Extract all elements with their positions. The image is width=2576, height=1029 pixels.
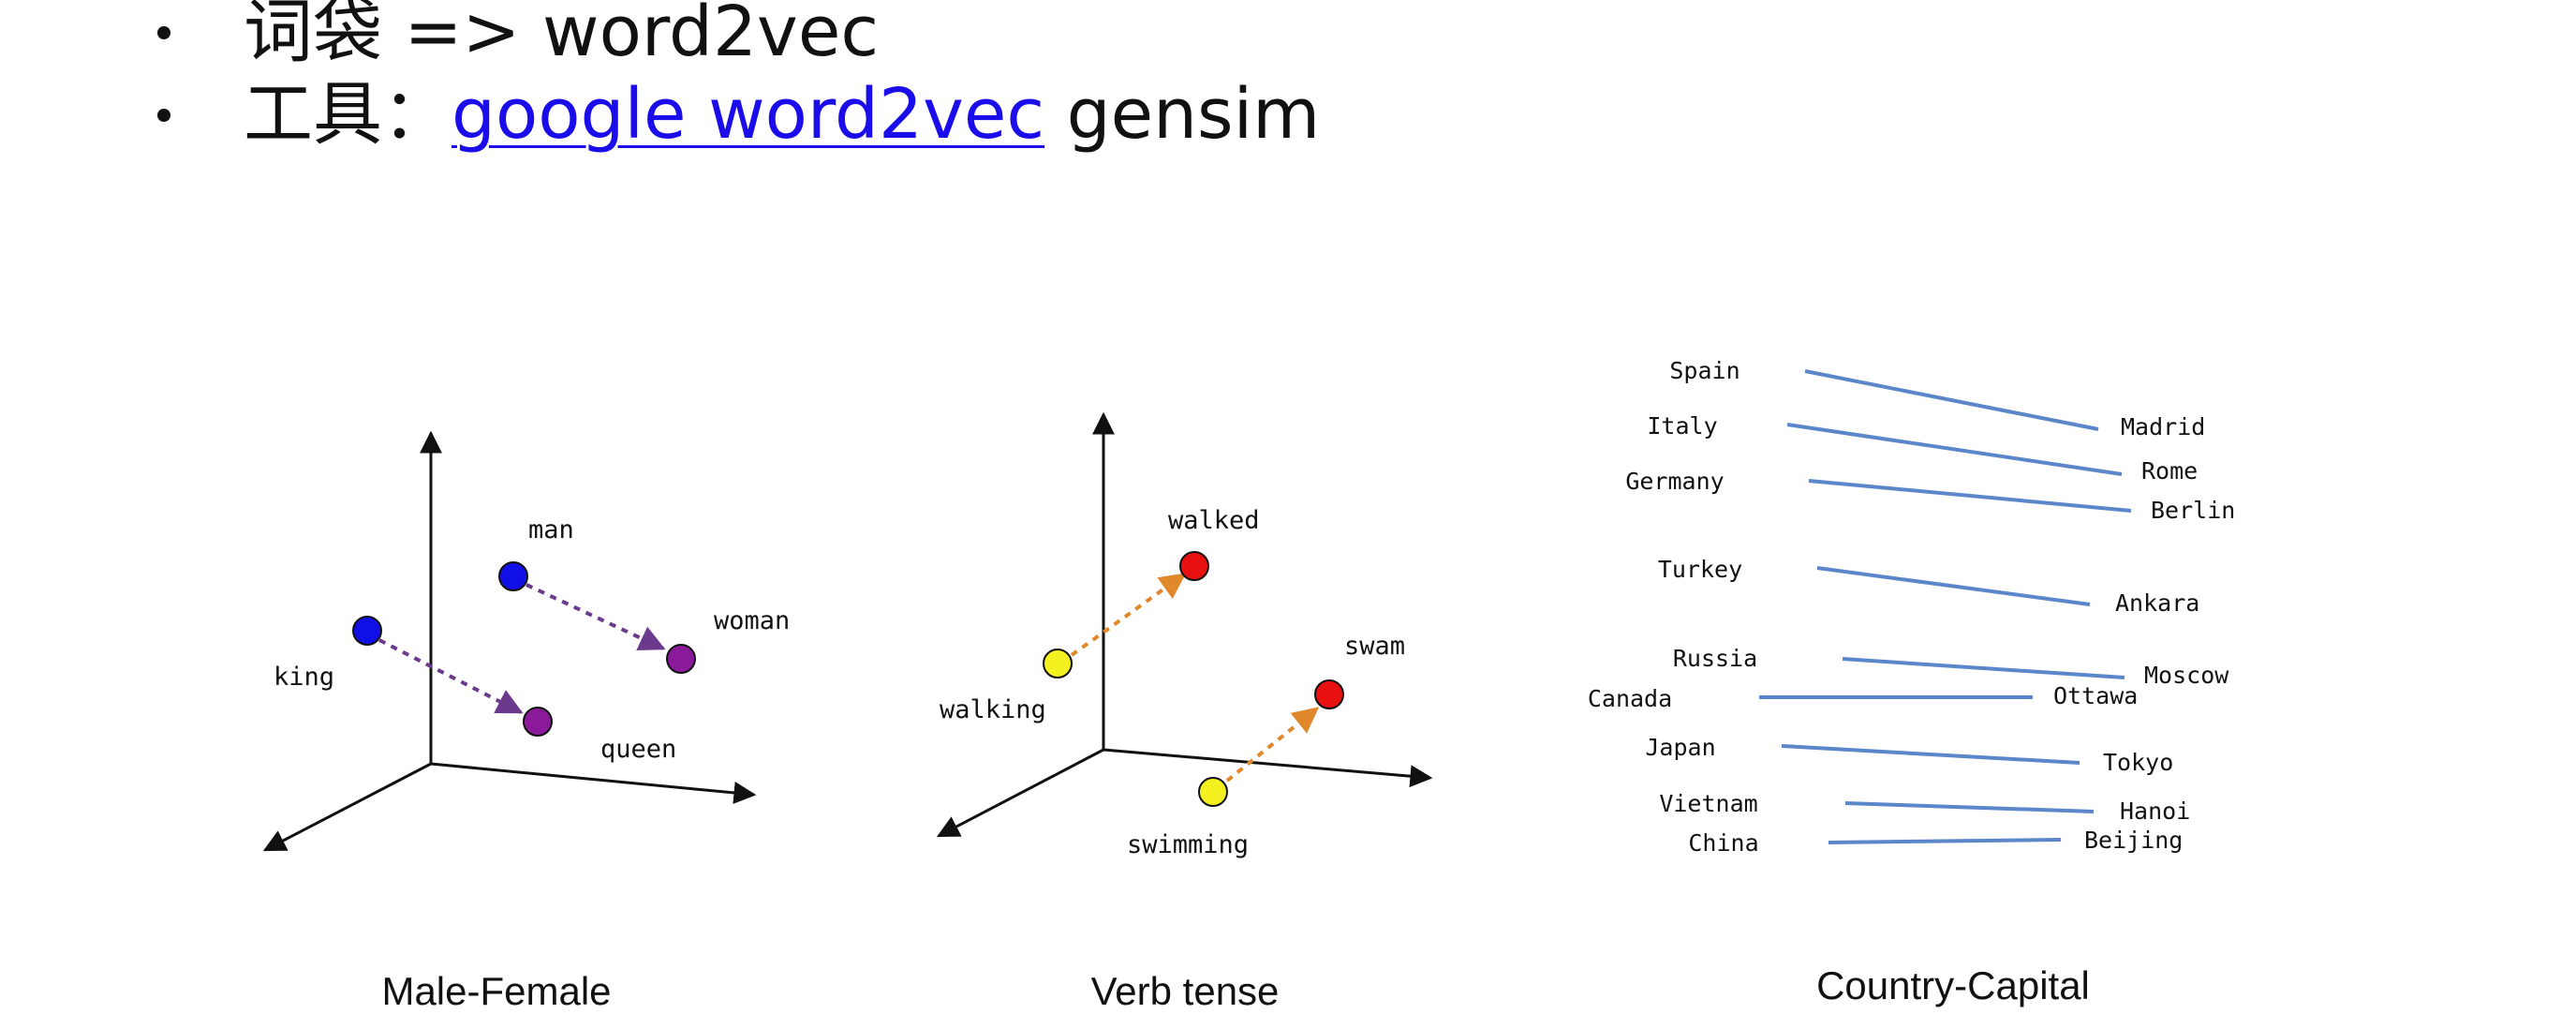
- capital-label: Madrid: [2121, 413, 2205, 440]
- capital-label: Hanoi: [2120, 798, 2190, 825]
- bullet-text-main: 词袋 => word2vec: [244, 0, 880, 72]
- capital-label: Ankara: [2115, 589, 2199, 617]
- tools-label: 工具：: [244, 74, 452, 155]
- walking-walked-arrow: [1070, 573, 1187, 657]
- label-walked: walked: [1168, 506, 1260, 535]
- z-axis: [936, 748, 1104, 838]
- country-capital-link: [1781, 744, 2080, 765]
- capital-label: Beijing: [2084, 827, 2183, 854]
- country-label: Turkey: [1658, 556, 1742, 583]
- swimming-point: [1198, 777, 1228, 807]
- caption-verb-tense: Verb tense: [1091, 969, 1280, 1013]
- swimming-swam-arrow: [1225, 707, 1320, 783]
- bullet-dot: [157, 109, 170, 122]
- bullet-text: 词袋 => word2vec: [244, 0, 879, 69]
- capital-label: Rome: [2141, 457, 2198, 485]
- country-label: China: [1688, 829, 1758, 857]
- country-capital-link: [1786, 423, 2123, 476]
- woman-point: [666, 644, 696, 674]
- capital-label: Tokyo: [2103, 749, 2173, 776]
- label-walking: walking: [940, 695, 1046, 724]
- label-swimming: swimming: [1127, 830, 1249, 859]
- caption-male-female: Male-Female: [381, 969, 611, 1013]
- country-label: Spain: [1669, 357, 1740, 384]
- walked-point: [1179, 551, 1209, 581]
- google-word2vec-link[interactable]: google word2vec: [452, 74, 1045, 155]
- caption-country-capital: Country-Capital: [1816, 963, 2090, 1007]
- capital-label: Moscow: [2144, 662, 2229, 689]
- country-label: Germany: [1625, 468, 1724, 495]
- gensim-text: gensim: [1044, 74, 1321, 155]
- country-capital-link: [1804, 369, 2099, 431]
- bullet-dot: [157, 26, 170, 39]
- king-point: [352, 616, 382, 646]
- x-axis: [430, 762, 757, 804]
- label-man: man: [528, 515, 574, 544]
- male-female-panel: man king woman queen Male-Female: [262, 430, 790, 1013]
- country-capital-link: [1844, 801, 2095, 813]
- country-capital-link: [1808, 479, 2132, 513]
- man-woman-arrow: [526, 583, 666, 651]
- country-capital-link: [1816, 566, 2091, 606]
- label-king: king: [274, 663, 334, 692]
- country-capital-link: [1828, 838, 2062, 844]
- label-woman: woman: [714, 606, 790, 635]
- queen-point: [523, 707, 553, 737]
- capital-label: Berlin: [2151, 497, 2235, 524]
- country-capital-pairs: Spain Madrid Italy Rome Germany Berlin Turkey A…: [1588, 357, 2235, 857]
- z-axis: [262, 762, 432, 852]
- country-capital-link: [1842, 657, 2125, 679]
- country-label: Canada: [1588, 685, 1672, 712]
- label-swam: swam: [1344, 632, 1405, 661]
- country-capital-panel: Spain Madrid Italy Rome Germany Berlin Turkey A…: [1588, 357, 2235, 1007]
- country-label: Vietnam: [1659, 790, 1757, 817]
- x-axis: [1103, 748, 1433, 788]
- country-label: Russia: [1673, 645, 1757, 672]
- walking-point: [1043, 649, 1073, 679]
- man-point: [498, 561, 528, 591]
- country-label: Japan: [1645, 734, 1715, 761]
- verb-tense-panel: walked walking swam swimming Verb tense: [936, 411, 1433, 1013]
- country-label: Italy: [1647, 412, 1717, 440]
- capital-label: Ottawa: [2053, 682, 2138, 709]
- swam-point: [1314, 679, 1344, 709]
- king-queen-arrow: [378, 638, 524, 714]
- label-queen: queen: [600, 735, 676, 764]
- bullet-text: 工具：google word2vec gensim: [244, 77, 1320, 152]
